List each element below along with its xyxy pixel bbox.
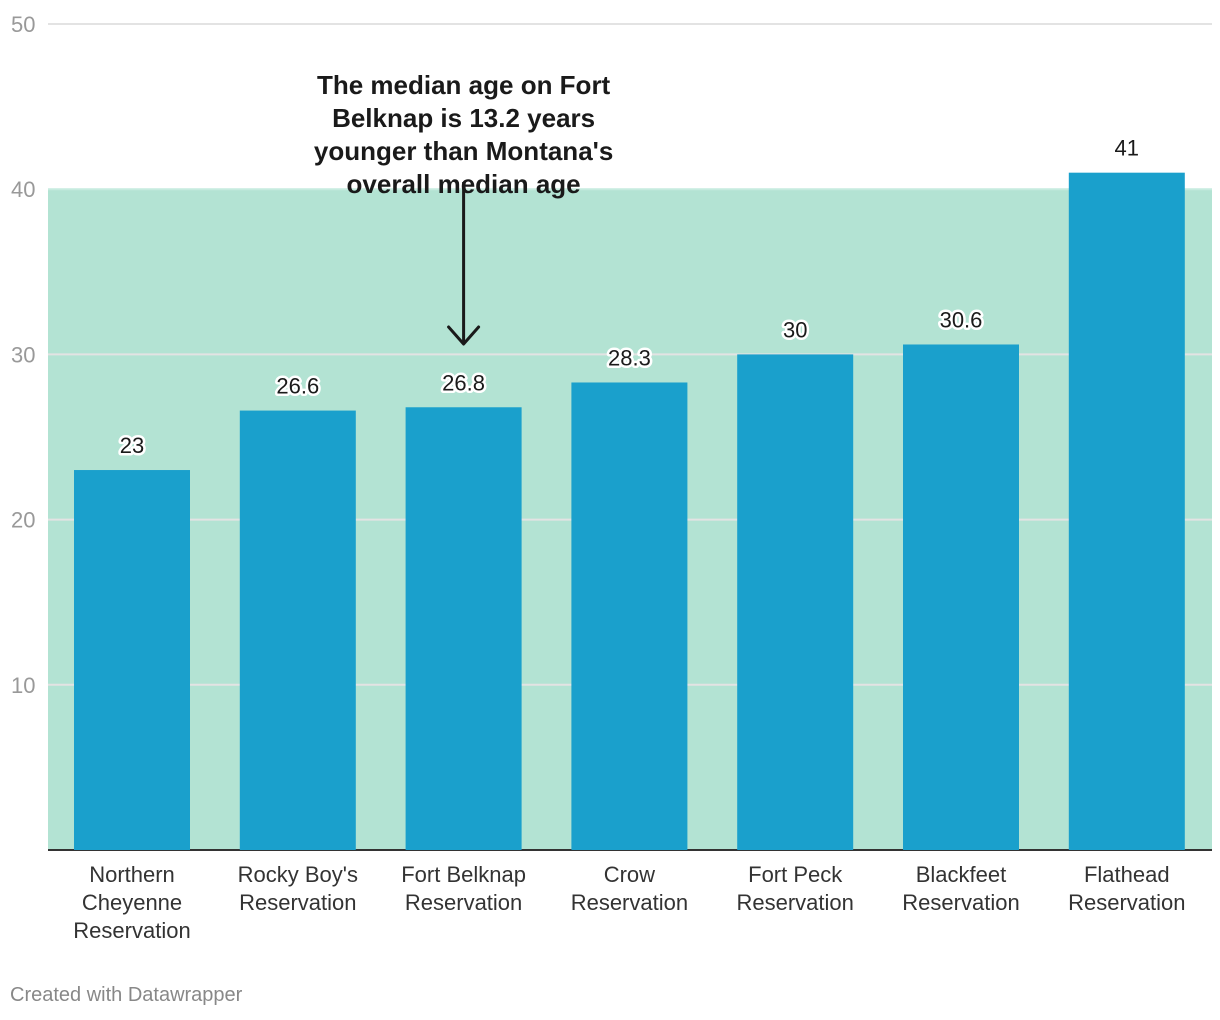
bar [1068,172,1185,850]
credit-text: Created with Datawrapper [10,984,243,1006]
x-tick-label: Northern Cheyenne Reservation [73,862,190,943]
bar-chart: 10 20 30 40 50 23 Northern Cheyenne Reservation… [11,12,1212,943]
value-label: 23 [120,433,144,458]
y-tick-label: 40 [11,177,35,202]
value-label: 30.6 [940,307,983,332]
x-tick-label: Rocky Boy's Reservation [238,862,358,915]
value-label: 41 [1115,136,1139,161]
bar [74,470,190,850]
bar [405,407,522,850]
bar [737,354,854,850]
x-tick-label: Fort Peck Reservation [737,862,854,915]
value-label: 26.8 [442,370,485,395]
annotation-text: The median age on Fort Belknap is 13.2 ye… [314,70,613,199]
y-tick-label: 30 [11,342,35,367]
value-label: 30 [783,317,807,342]
y-tick-label: 20 [11,508,35,533]
x-tick-label: Fort Belknap Reservation [401,862,526,915]
bar [571,382,688,850]
x-tick-label: Blackfeet Reservation [902,862,1019,915]
x-tick-label: Flathead Reservation [1068,862,1185,915]
bar [903,344,1019,850]
bar [239,410,356,850]
value-label: 28.3 [608,345,651,370]
y-tick-label: 10 [11,673,35,698]
value-label: 26.6 [276,374,319,399]
annotation-arrow-head [447,325,481,346]
x-tick-label: Crow Reservation [571,862,688,915]
y-tick-label: 50 [11,12,35,37]
